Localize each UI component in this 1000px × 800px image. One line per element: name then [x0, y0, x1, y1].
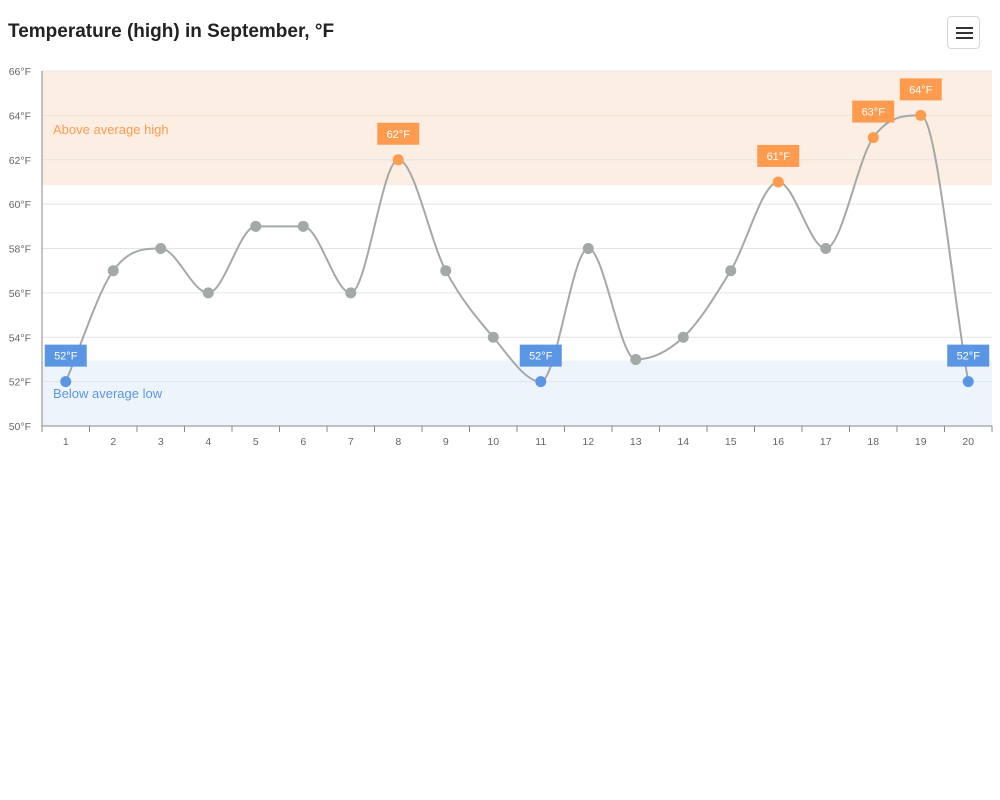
y-tick-label: 62°F	[9, 155, 31, 167]
data-label-box	[852, 100, 895, 123]
y-tick-label: 64°F	[9, 110, 31, 122]
x-tick-label: 14	[677, 436, 689, 448]
chart-menu-button[interactable]	[947, 16, 980, 49]
data-point	[772, 176, 784, 188]
x-tick-label: 2	[110, 436, 116, 448]
below-band	[42, 360, 992, 426]
x-tick-label: 19	[915, 436, 927, 448]
y-tick-label: 58°F	[9, 244, 31, 256]
y-tick-label: 66°F	[9, 66, 31, 78]
hamburger-menu-icon-bar	[956, 37, 973, 39]
data-label-box	[947, 344, 990, 367]
data-label: 52°F	[529, 351, 553, 363]
x-tick-label: 7	[348, 436, 354, 448]
below-band-label: Below average low	[53, 386, 163, 401]
hamburger-menu-icon	[956, 27, 973, 29]
x-tick-label: 16	[772, 436, 784, 448]
data-point	[820, 243, 832, 254]
data-point	[440, 265, 452, 277]
x-tick-label: 3	[158, 436, 164, 448]
x-tick-label: 20	[962, 436, 974, 448]
x-tick-label: 15	[725, 436, 737, 448]
line-chart: 50°F 52°F 54°F 56°F 58°F 60°F 62°F 64°F 66°F Abov…	[9, 66, 993, 448]
hamburger-menu-icon-bar	[956, 32, 973, 34]
data-point	[962, 376, 974, 388]
data-point	[630, 353, 642, 365]
data-label: 63°F	[862, 107, 886, 119]
data-point	[677, 331, 689, 343]
x-tick-label: 17	[820, 436, 832, 448]
data-point	[487, 331, 499, 343]
x-tick-label: 10	[487, 436, 499, 448]
x-tick-label: 1	[63, 436, 69, 448]
x-tick-label: 11	[535, 436, 546, 448]
data-point	[202, 287, 214, 299]
x-tick-label: 13	[630, 436, 642, 448]
data-label-box	[44, 344, 87, 367]
y-tick-label: 50°F	[9, 421, 31, 433]
x-tick-label: 9	[443, 436, 449, 448]
data-label-box	[519, 344, 562, 367]
data-point	[297, 220, 309, 232]
data-point	[107, 265, 119, 277]
above-band-label: Above average high	[53, 122, 169, 137]
x-tick-label: 12	[582, 436, 594, 448]
data-label: 62°F	[387, 129, 411, 141]
chart-title: Temperature (high) in September, °F	[8, 21, 335, 42]
x-tick-label: 6	[300, 436, 306, 448]
data-point	[60, 376, 72, 388]
data-point	[535, 376, 547, 388]
data-point	[867, 132, 879, 144]
data-label-box	[899, 78, 942, 101]
y-tick-label: 56°F	[9, 288, 31, 300]
data-point	[392, 154, 404, 166]
data-point	[582, 243, 594, 254]
data-point	[345, 287, 357, 299]
x-tick-label: 8	[395, 436, 401, 448]
data-point	[725, 265, 737, 277]
data-point	[155, 243, 167, 254]
x-tick-label: 18	[867, 436, 879, 448]
data-label-box	[377, 122, 420, 145]
data-label: 61°F	[767, 151, 791, 163]
x-tick-label: 5	[253, 436, 259, 448]
y-tick-label: 54°F	[9, 332, 31, 344]
data-label: 52°F	[957, 351, 981, 363]
data-label-box	[757, 144, 800, 167]
data-label: 64°F	[909, 84, 933, 96]
data-point	[915, 109, 927, 121]
y-tick-label: 52°F	[9, 377, 31, 389]
x-tick-label: 4	[205, 436, 211, 448]
data-point	[250, 220, 262, 232]
above-band	[42, 71, 992, 186]
y-tick-label: 60°F	[9, 199, 31, 211]
data-label: 52°F	[54, 351, 78, 363]
